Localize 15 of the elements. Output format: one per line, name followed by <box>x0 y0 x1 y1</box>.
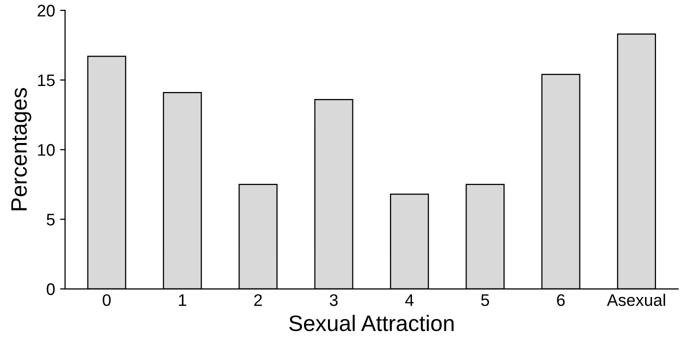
y-tick-label: 0 <box>46 283 55 296</box>
y-tick-label: 5 <box>46 214 55 226</box>
x-axis-title: Sexual Attraction <box>289 314 454 332</box>
x-tick-label: 6 <box>557 294 565 306</box>
x-tick-label: 0 <box>102 294 111 306</box>
y-tick-label: 15 <box>38 74 55 86</box>
y-tick-label: 20 <box>38 4 55 17</box>
y-axis-title: Percentages <box>11 88 32 210</box>
x-tick-label: 1 <box>179 294 186 306</box>
x-tick-label: 4 <box>405 294 414 306</box>
y-tick-label: 10 <box>38 144 55 156</box>
x-tick-label: 5 <box>481 294 490 306</box>
x-tick-label: 3 <box>330 294 338 306</box>
x-tick-label: Asexual <box>606 294 666 306</box>
x-tick-label: 2 <box>254 294 262 306</box>
